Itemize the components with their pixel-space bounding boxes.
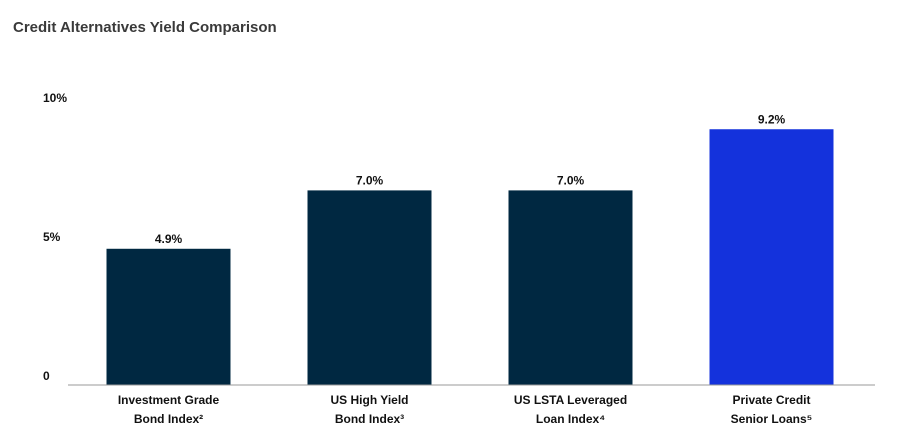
bar	[508, 190, 633, 385]
y-tick-label: 5%	[43, 230, 61, 244]
bar	[709, 129, 834, 385]
y-tick-label: 10%	[43, 91, 67, 105]
x-tick-label: US LSTA Leveraged Loan Index⁴	[513, 393, 628, 426]
chart-title: Credit Alternatives Yield Comparison	[13, 19, 277, 36]
bar	[307, 190, 432, 385]
value-label: 7.0%	[356, 174, 384, 188]
value-label: 7.0%	[557, 174, 585, 188]
value-label: 4.9%	[155, 232, 183, 246]
value-label: 9.2%	[758, 112, 786, 126]
x-tick-label: Investment Grade Bond Index²	[117, 393, 220, 426]
bar	[106, 248, 231, 385]
x-tick-label: US High Yield Bond Index³	[330, 393, 409, 426]
x-tick-label: Private Credit Senior Loans⁵	[730, 393, 813, 426]
y-tick-label: 0	[43, 369, 50, 383]
